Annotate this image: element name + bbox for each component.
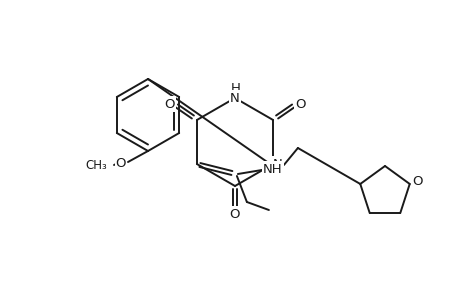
Text: O: O	[164, 98, 175, 110]
Text: O: O	[229, 208, 240, 220]
Text: H: H	[230, 82, 241, 94]
Text: N: N	[230, 92, 239, 104]
Text: NH: NH	[263, 163, 282, 176]
Text: N: N	[273, 158, 282, 170]
Text: O: O	[294, 98, 305, 110]
Text: CH₃: CH₃	[85, 158, 106, 172]
Text: O: O	[412, 176, 422, 188]
Text: O: O	[116, 157, 126, 169]
